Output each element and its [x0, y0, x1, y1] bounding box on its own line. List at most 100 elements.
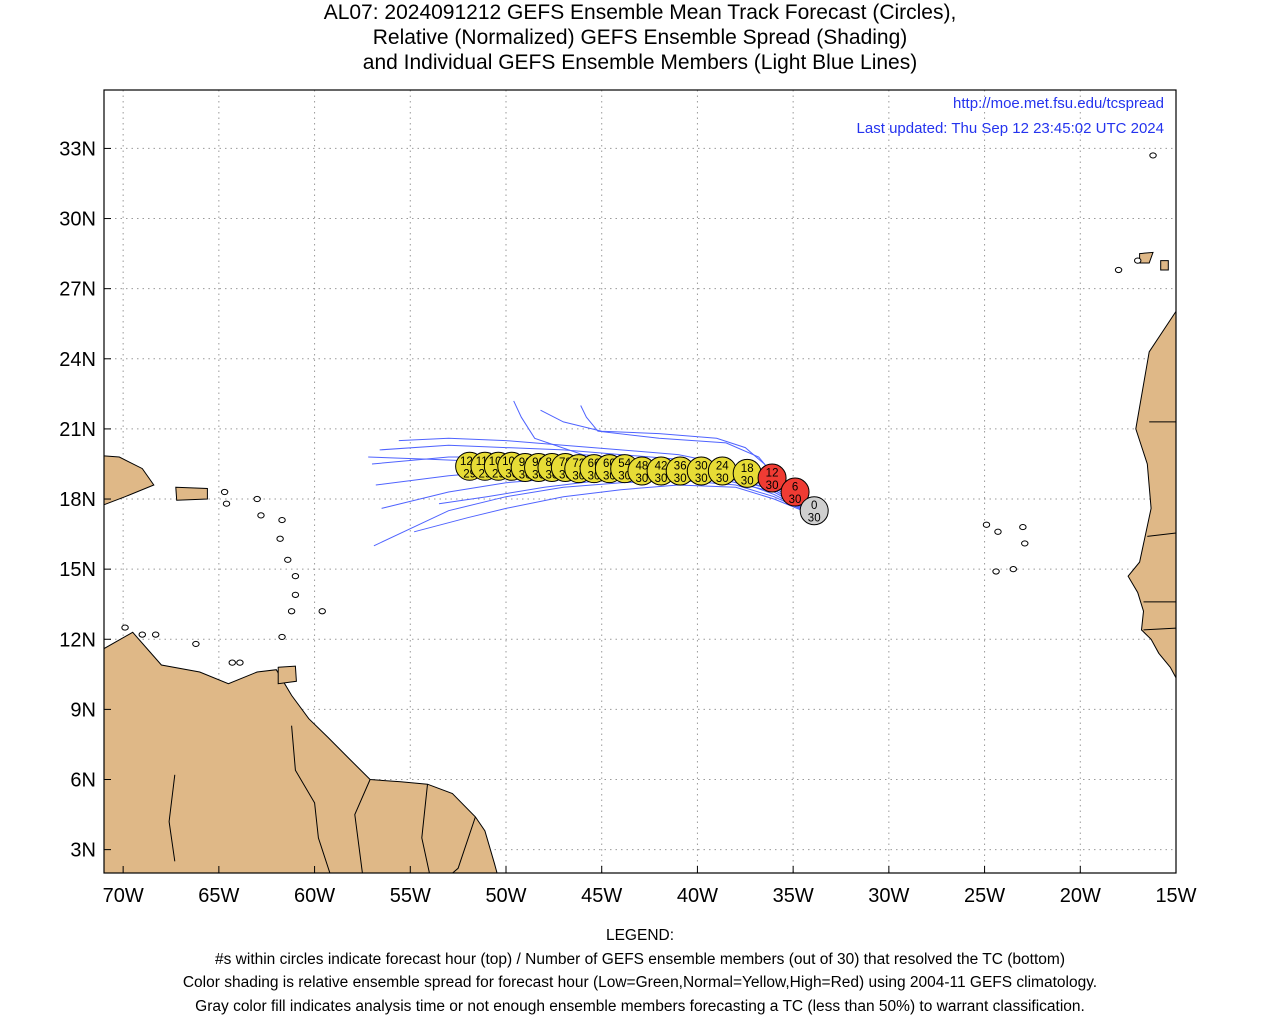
island — [1198, 239, 1204, 244]
forecast-hour-label: 12 — [766, 467, 779, 479]
forecast-hour-label: 24 — [716, 460, 729, 472]
island — [287, 608, 296, 615]
island — [1021, 540, 1029, 547]
lon-tick-label: 20W — [1060, 885, 1101, 907]
country-border — [1143, 601, 1176, 603]
island — [1149, 152, 1157, 159]
title-line-3: and Individual GEFS Ensemble Members (Li… — [362, 51, 918, 74]
island — [1009, 566, 1017, 573]
land-puerto-rico — [175, 486, 208, 501]
island — [284, 556, 292, 563]
member-count-label: 30 — [789, 494, 802, 506]
lon-tick-label: 50W — [485, 885, 526, 907]
lon-tick-label: 15W — [1155, 885, 1196, 907]
forecast-hour-label: 42 — [655, 460, 668, 472]
title-line-1: AL07: 2024091212 GEFS Ensemble Mean Trac… — [323, 1, 957, 24]
island — [1114, 266, 1123, 274]
lon-tick-label: 65W — [198, 885, 239, 907]
lon-tick-label: 45W — [581, 885, 622, 907]
forecast-hour-label: 18 — [741, 463, 754, 475]
ensemble-member-track — [413, 484, 821, 533]
island — [291, 591, 300, 598]
country-border — [291, 725, 331, 873]
forecast-circle-6h: 630 — [780, 477, 810, 507]
lon-tick-label: 40W — [677, 885, 718, 907]
legend-line-3: Gray color fill indicates analysis time … — [195, 997, 1085, 1015]
forecast-circle-fill — [780, 477, 810, 507]
island — [222, 500, 231, 507]
lat-tick-label: 33N — [59, 138, 96, 160]
island — [236, 659, 244, 666]
land-south-america — [104, 631, 498, 873]
legend-line-2: Color shading is relative ensemble sprea… — [182, 974, 1098, 991]
island — [257, 512, 265, 519]
island — [1019, 523, 1027, 531]
title-line-2: Relative (Normalized) GEFS Ensemble Spre… — [372, 26, 908, 49]
forecast-hour-label: 6 — [792, 482, 798, 494]
lon-tick-label: 30W — [868, 885, 909, 907]
lat-tick-label: 30N — [59, 209, 96, 231]
island — [992, 568, 1000, 575]
ensemble-member-track — [373, 479, 821, 547]
lat-tick-label: 12N — [59, 629, 96, 651]
country-border — [451, 816, 476, 873]
member-count-label: 30 — [674, 473, 687, 485]
forecast-hour-label: 30 — [695, 460, 708, 472]
map-frame — [103, 89, 1177, 874]
lon-tick-label: 35W — [773, 885, 814, 907]
legend-heading: LEGEND: — [605, 927, 675, 944]
lat-tick-label: 3N — [70, 840, 96, 862]
legend-line-1: #s within circles indicate forecast hour… — [215, 950, 1065, 968]
island — [253, 495, 261, 503]
land-trinidad — [277, 665, 297, 685]
map-title: AL07: 2024091212 GEFS Ensemble Mean Trac… — [0, 0, 1280, 75]
land-canary-2 — [1189, 251, 1197, 263]
lat-tick-label: 24N — [59, 349, 96, 371]
lon-tick-label: 25W — [964, 885, 1005, 907]
member-count-label: 30 — [716, 473, 729, 485]
mean-track-circles: 1202911429108291023096309030843078307230… — [455, 451, 829, 526]
country-border — [1147, 532, 1176, 537]
forecast-circle-fill — [757, 463, 787, 493]
lat-tick-label: 9N — [70, 699, 96, 721]
lat-tick-label: 15N — [59, 559, 96, 581]
forecast-circle-fill — [799, 496, 829, 526]
lat-tick-label: 27N — [59, 279, 96, 301]
forecast-hour-label: 36 — [674, 460, 687, 472]
forecast-hour-label: 48 — [636, 460, 649, 472]
island — [278, 633, 286, 641]
legend: LEGEND: #s within circles indicate forec… — [0, 924, 1280, 1018]
country-border — [168, 774, 176, 862]
country-border — [421, 784, 430, 873]
island — [138, 631, 146, 638]
member-count-label: 30 — [741, 475, 754, 487]
island — [151, 631, 160, 638]
credit-updated: Last updated: Thu Sep 12 23:45:02 UTC 20… — [857, 120, 1164, 137]
island — [982, 521, 991, 528]
lon-tick-label: 60W — [294, 885, 335, 907]
country-border — [354, 779, 371, 873]
land-africa-north — [1127, 310, 1176, 679]
island — [220, 488, 229, 496]
lon-tick-label: 55W — [390, 885, 431, 907]
island — [228, 659, 236, 666]
member-count-label: 30 — [655, 473, 668, 485]
island — [318, 608, 326, 615]
island — [278, 516, 286, 524]
lon-tick-label: 70W — [103, 885, 144, 907]
credit-url[interactable]: http://moe.met.fsu.edu/tcspread — [953, 95, 1164, 112]
forecast-circle-0h: 030 — [799, 496, 829, 526]
lat-tick-label: 21N — [59, 419, 96, 441]
land-hispaniola-east — [104, 455, 155, 506]
country-border — [1143, 627, 1176, 631]
island — [291, 573, 300, 580]
forecast-hour-label: 0 — [811, 500, 817, 512]
island — [994, 528, 1002, 535]
